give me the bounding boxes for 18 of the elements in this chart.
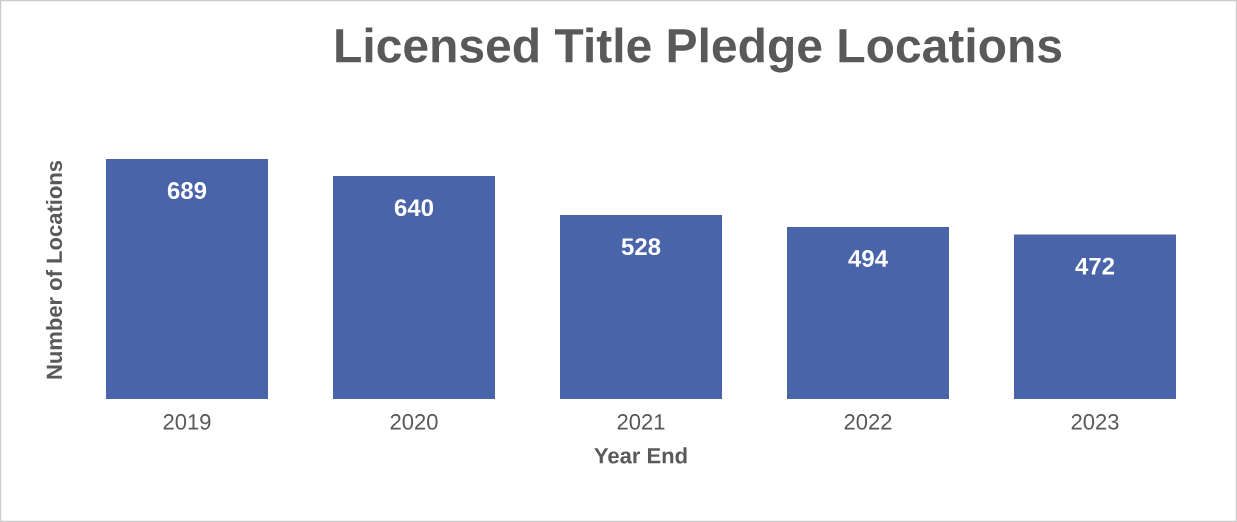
data-label: 494 (848, 249, 888, 267)
x-tick-label: 2020 (390, 414, 438, 430)
x-tick-label: 2019 (163, 414, 211, 430)
y-axis-title: Number of Locations (45, 160, 63, 379)
bar (787, 226, 949, 399)
chart-title: Licensed Title Pledge Locations (336, 27, 1062, 73)
x-tick-label: 2021 (617, 414, 665, 430)
data-label: 528 (621, 238, 661, 256)
bar (560, 215, 723, 399)
bar (1014, 234, 1176, 399)
data-label: 472 (1075, 257, 1115, 275)
x-axis-title: Year End (594, 447, 687, 464)
x-tick-label: 2023 (1071, 414, 1119, 430)
bar (333, 176, 496, 399)
data-label: 689 (167, 182, 207, 200)
x-tick-label: 2022 (844, 414, 892, 430)
data-label: 640 (394, 199, 434, 217)
bar (106, 158, 268, 399)
